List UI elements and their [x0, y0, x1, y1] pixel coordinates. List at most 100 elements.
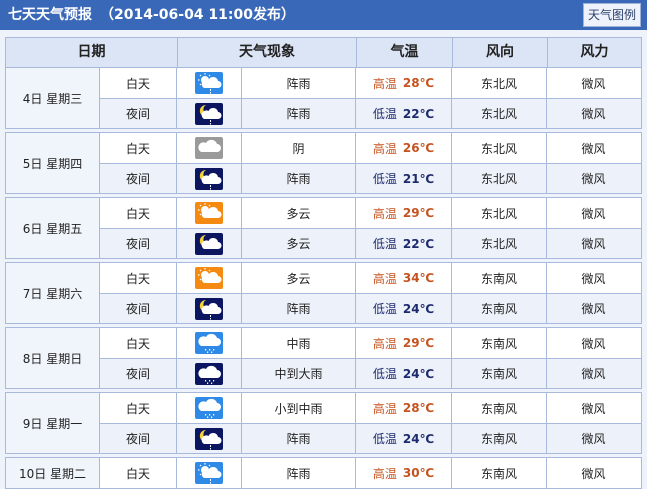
- wind-direction-cell: 东南风: [452, 328, 547, 358]
- temperature-value: 30℃: [402, 466, 435, 480]
- day-group: 9日 星期一 白天 小到中雨 高温 28℃ 东南风 微风 夜间 阵雨 低温 24℃ …: [5, 392, 642, 454]
- wind-direction-cell: 东南风: [452, 393, 547, 423]
- weather-cell: 阴: [242, 133, 356, 163]
- shower-night-icon: [195, 102, 223, 125]
- day-group: 6日 星期五 白天 多云 高温 29℃ 东北风 微风 夜间 多云 低温 22℃ 东北…: [5, 197, 642, 259]
- temperature-label: 高温: [372, 206, 397, 221]
- forecast-row: 白天 阵雨 高温 30℃ 东南风 微风: [100, 458, 641, 488]
- date-cell: 7日 星期六: [6, 263, 100, 323]
- temperature-label: 高温: [372, 336, 397, 351]
- temperature-value: 26℃: [402, 141, 435, 155]
- wind-force-cell: 微风: [581, 401, 606, 416]
- publish-time: （2014-06-04 11:00发布）: [100, 7, 295, 23]
- temperature-cell: 高温 28℃: [356, 393, 452, 423]
- day-group: 5日 星期四 白天 阴 高温 26℃ 东北风 微风 夜间 阵雨 低温 21℃ 东北风…: [5, 132, 642, 194]
- forecast-row: 白天 中雨 高温 29℃ 东南风 微风: [100, 328, 641, 358]
- period-cell: 白天: [100, 68, 177, 98]
- table-header: 日期 天气现象 气温 风向 风力: [5, 37, 642, 68]
- rain-night-icon: [195, 362, 223, 385]
- cloudy-night-icon: [195, 232, 223, 255]
- temperature-label: 高温: [372, 141, 397, 156]
- weather-cell: 中雨: [242, 328, 356, 358]
- temperature-cell: 低温 21℃: [356, 164, 452, 193]
- temperature-value: 29℃: [402, 336, 435, 350]
- rain-day-icon: [195, 332, 223, 354]
- wind-force-cell: 微风: [581, 367, 606, 381]
- temperature-label: 低温: [372, 172, 397, 186]
- forecast-row: 白天 多云 高温 34℃ 东南风 微风: [100, 263, 641, 293]
- temperature-label: 高温: [372, 271, 397, 286]
- weather-cell: 多云: [242, 198, 356, 228]
- weather-icon-cell: [177, 458, 242, 488]
- forecast-row: 白天 多云 高温 29℃ 东北风 微风: [100, 198, 641, 228]
- weather-icon-cell: [177, 198, 242, 228]
- wind-force-cell: 微风: [581, 466, 606, 481]
- temperature-value: 22℃: [402, 236, 435, 251]
- temperature-cell: 高温 26℃: [356, 133, 452, 163]
- temperature-cell: 低温 24℃: [356, 424, 452, 453]
- forecast-row: 白天 小到中雨 高温 28℃ 东南风 微风: [100, 393, 641, 423]
- wind-force-cell: 微风: [581, 271, 606, 286]
- weather-icon-cell: [177, 263, 242, 293]
- temperature-cell: 高温 30℃: [356, 458, 452, 488]
- weather-cell: 多云: [242, 263, 356, 293]
- period-cell: 白天: [100, 133, 177, 163]
- temperature-cell: 低温 22℃: [356, 229, 452, 258]
- date-cell: 5日 星期四: [6, 133, 100, 193]
- date-cell: 9日 星期一: [6, 393, 100, 453]
- day-group: 7日 星期六 白天 多云 高温 34℃ 东南风 微风 夜间 阵雨 低温 24℃ 东南…: [5, 262, 642, 324]
- column-header-weather: 天气现象: [178, 38, 357, 67]
- column-header-wind-direction: 风向: [453, 38, 548, 67]
- forecast-row: 夜间 阵雨 低温 22℃ 东北风 微风: [100, 98, 641, 128]
- wind-force-cell: 微风: [581, 141, 606, 156]
- date-cell: 8日 星期日: [6, 328, 100, 388]
- wind-direction-cell: 东南风: [452, 359, 547, 388]
- wind-force-cell: 微风: [581, 206, 606, 221]
- wind-force-cell: 微风: [581, 336, 606, 351]
- weather-icon-cell: [177, 133, 242, 163]
- temperature-value: 24℃: [402, 366, 435, 381]
- wind-force-cell: 微风: [581, 107, 606, 121]
- shower-day-icon: [195, 72, 223, 94]
- temperature-cell: 高温 29℃: [356, 198, 452, 228]
- wind-force-cell: 微风: [581, 237, 606, 251]
- temperature-cell: 高温 28℃: [356, 68, 452, 98]
- shower-night-icon: [195, 297, 223, 320]
- column-header-temperature: 气温: [357, 38, 453, 67]
- shower-night-icon: [195, 427, 223, 450]
- temperature-cell: 低温 24℃: [356, 294, 452, 323]
- temperature-value: 28℃: [402, 76, 435, 90]
- period-cell: 白天: [100, 393, 177, 423]
- forecast-row: 夜间 中到大雨 低温 24℃ 东南风 微风: [100, 358, 641, 388]
- wind-direction-cell: 东北风: [452, 164, 547, 193]
- weather-cell: 阵雨: [242, 164, 356, 193]
- period-cell: 白天: [100, 328, 177, 358]
- weather-icon-cell: [177, 99, 242, 128]
- cloudy-day-icon: [195, 267, 223, 289]
- forecast-row: 白天 阴 高温 26℃ 东北风 微风: [100, 133, 641, 163]
- temperature-label: 低温: [372, 107, 397, 121]
- wind-direction-cell: 东南风: [452, 263, 547, 293]
- weather-cell: 阵雨: [242, 68, 356, 98]
- forecast-row: 夜间 阵雨 低温 24℃ 东南风 微风: [100, 293, 641, 323]
- temperature-value: 24℃: [402, 431, 435, 446]
- weather-cell: 阵雨: [242, 424, 356, 453]
- wind-force-cell: 微风: [581, 432, 606, 446]
- weather-cell: 阵雨: [242, 99, 356, 128]
- weather-icon-cell: [177, 393, 242, 423]
- day-group: 4日 星期三 白天 阵雨 高温 28℃ 东北风 微风 夜间 阵雨 低温 22℃ 东北…: [5, 68, 642, 129]
- date-cell: 10日 星期二: [6, 458, 100, 488]
- weather-icon-cell: [177, 164, 242, 193]
- weather-icon-cell: [177, 424, 242, 453]
- day-group: 10日 星期二 白天 阵雨 高温 30℃ 东南风 微风: [5, 457, 642, 489]
- period-cell: 夜间: [100, 229, 177, 258]
- wind-direction-cell: 东南风: [452, 424, 547, 453]
- shower-day-icon: [195, 462, 223, 484]
- wind-direction-cell: 东南风: [452, 294, 547, 323]
- weather-legend-button[interactable]: 天气图例: [582, 3, 641, 27]
- period-cell: 夜间: [100, 164, 177, 193]
- period-cell: 夜间: [100, 424, 177, 453]
- temperature-value: 21℃: [402, 171, 435, 186]
- period-cell: 夜间: [100, 294, 177, 323]
- cloudy-day-icon: [195, 202, 223, 224]
